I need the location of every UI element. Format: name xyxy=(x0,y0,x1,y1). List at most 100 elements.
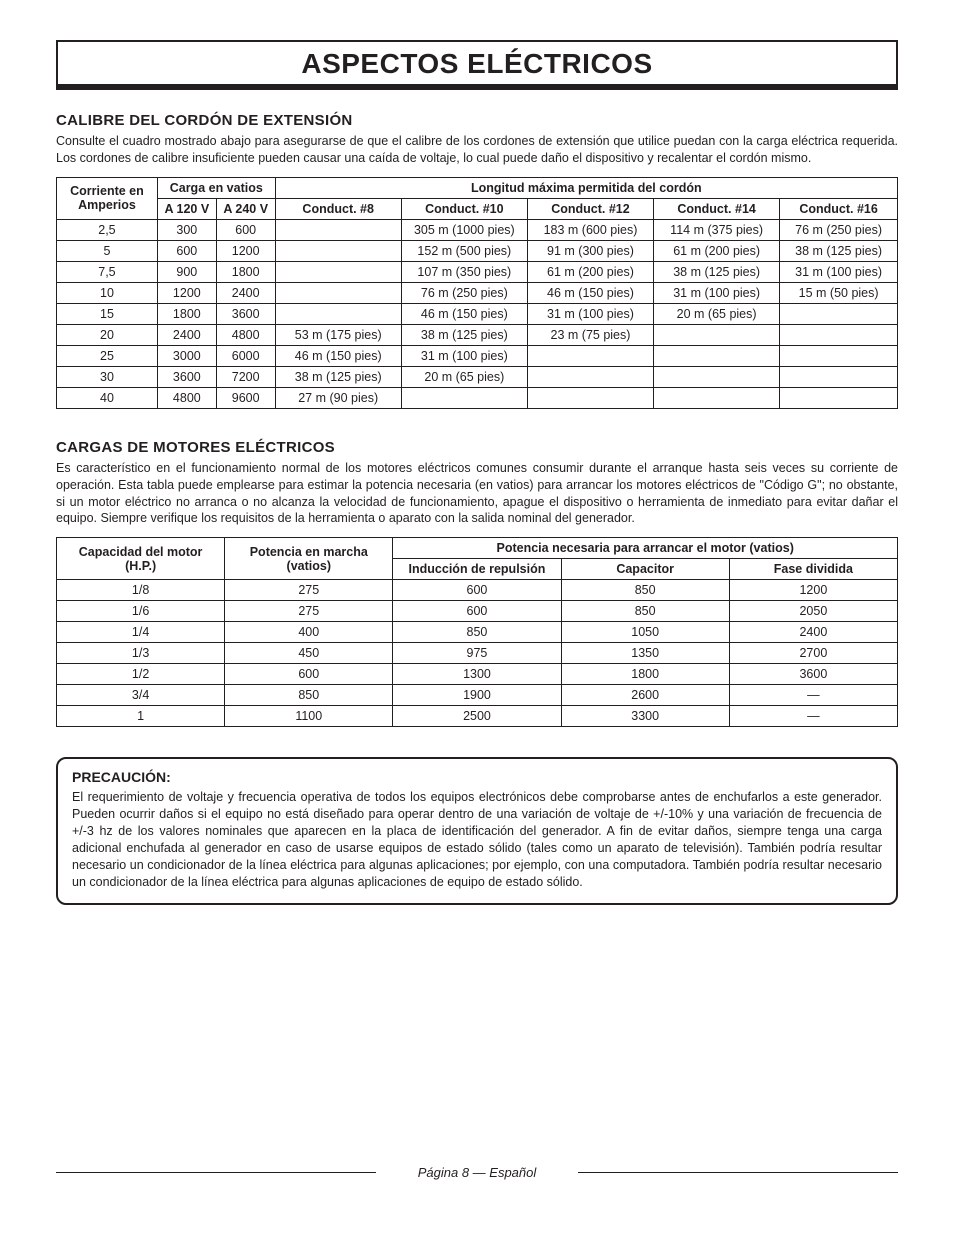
t1-cell: 7200 xyxy=(216,366,275,387)
table-row: 1110025003300— xyxy=(57,706,898,727)
table-row: 1/440085010502400 xyxy=(57,622,898,643)
t2-cell: 1350 xyxy=(561,643,729,664)
t1-cell: 15 xyxy=(57,303,158,324)
t2-cell: 1300 xyxy=(393,664,561,685)
t2-cell: 275 xyxy=(225,601,393,622)
t2-head-hp: Capacidad del motor(H.P.) xyxy=(57,538,225,580)
t2-cell: 850 xyxy=(561,580,729,601)
t2-cell: 1050 xyxy=(561,622,729,643)
t2-cell: — xyxy=(729,706,897,727)
t1-subhead-3: Conduct. #10 xyxy=(401,198,527,219)
t2-cell: 3300 xyxy=(561,706,729,727)
t1-subhead-5: Conduct. #14 xyxy=(654,198,780,219)
t1-cell: 20 xyxy=(57,324,158,345)
cord-gauge-table: Corriente enAmperiosCarga en vatiosLongi… xyxy=(56,177,898,409)
t1-cell: 31 m (100 pies) xyxy=(780,261,898,282)
t1-cell xyxy=(275,282,401,303)
t1-cell: 40 xyxy=(57,387,158,408)
t1-cell: 53 m (175 pies) xyxy=(275,324,401,345)
t1-cell: 7,5 xyxy=(57,261,158,282)
section1-paragraph: Consulte el cuadro mostrado abajo para a… xyxy=(56,133,898,167)
t1-cell: 10 xyxy=(57,282,158,303)
t1-cell: 76 m (250 pies) xyxy=(401,282,527,303)
t2-subhead-0: Inducción de repulsión xyxy=(393,559,561,580)
t1-cell xyxy=(275,261,401,282)
table-row: 1/2600130018003600 xyxy=(57,664,898,685)
t1-cell: 76 m (250 pies) xyxy=(780,219,898,240)
t2-cell: 1/4 xyxy=(57,622,225,643)
table-row: 56001200152 m (500 pies)91 m (300 pies)6… xyxy=(57,240,898,261)
t2-cell: 1/3 xyxy=(57,643,225,664)
t1-subhead-0: A 120 V xyxy=(157,198,216,219)
t1-cell: 9600 xyxy=(216,387,275,408)
t1-cell xyxy=(654,366,780,387)
t1-cell: 27 m (90 pies) xyxy=(275,387,401,408)
t2-cell: 1900 xyxy=(393,685,561,706)
t2-cell: 2600 xyxy=(561,685,729,706)
motor-load-table: Capacidad del motor(H.P.)Potencia en mar… xyxy=(56,537,898,727)
t2-cell: 600 xyxy=(393,601,561,622)
t1-cell xyxy=(654,324,780,345)
t1-head-watts: Carga en vatios xyxy=(157,177,275,198)
footer-text: Página 8 — Español xyxy=(418,1165,537,1180)
t2-subhead-1: Capacitor xyxy=(561,559,729,580)
table-row: 101200240076 m (250 pies)46 m (150 pies)… xyxy=(57,282,898,303)
t1-cell: 31 m (100 pies) xyxy=(654,282,780,303)
t1-cell xyxy=(275,240,401,261)
t2-head-start: Potencia necesaria para arrancar el moto… xyxy=(393,538,898,559)
t1-cell: 61 m (200 pies) xyxy=(654,240,780,261)
t1-cell xyxy=(780,303,898,324)
t1-cell: 183 m (600 pies) xyxy=(527,219,653,240)
t1-cell: 23 m (75 pies) xyxy=(527,324,653,345)
t1-cell: 46 m (150 pies) xyxy=(401,303,527,324)
table-row: 1/62756008502050 xyxy=(57,601,898,622)
t2-cell: 3600 xyxy=(729,664,897,685)
table-row: 3/485019002600— xyxy=(57,685,898,706)
t2-cell: 850 xyxy=(561,601,729,622)
t1-cell: 38 m (125 pies) xyxy=(401,324,527,345)
page-title: ASPECTOS ELÉCTRICOS xyxy=(58,48,896,80)
t1-cell: 1800 xyxy=(157,303,216,324)
t2-cell: 975 xyxy=(393,643,561,664)
table-row: 151800360046 m (150 pies)31 m (100 pies)… xyxy=(57,303,898,324)
t2-cell: 2050 xyxy=(729,601,897,622)
t1-cell: 6000 xyxy=(216,345,275,366)
t1-cell: 600 xyxy=(216,219,275,240)
t1-head-amps: Corriente enAmperios xyxy=(57,177,158,219)
t1-cell: 900 xyxy=(157,261,216,282)
t1-cell: 114 m (375 pies) xyxy=(654,219,780,240)
table-row: 2,5300600305 m (1000 pies)183 m (600 pie… xyxy=(57,219,898,240)
t1-cell: 3600 xyxy=(157,366,216,387)
t2-cell: 3/4 xyxy=(57,685,225,706)
t1-subhead-1: A 240 V xyxy=(216,198,275,219)
t2-cell: 1 xyxy=(57,706,225,727)
t2-cell: 1800 xyxy=(561,664,729,685)
t1-cell: 1800 xyxy=(216,261,275,282)
t1-cell: 3000 xyxy=(157,345,216,366)
t2-cell: 1/6 xyxy=(57,601,225,622)
page-footer: Página 8 — Español xyxy=(56,1165,898,1180)
t1-head-length: Longitud máxima permitida del cordón xyxy=(275,177,897,198)
t1-cell: 61 m (200 pies) xyxy=(527,261,653,282)
t1-cell xyxy=(527,366,653,387)
section1-heading: CALIBRE DEL CORDÓN DE EXTENSIÓN xyxy=(56,112,898,129)
section2-heading: CARGAS DE MOTORES ELÉCTRICOS xyxy=(56,439,898,456)
t2-cell: 2700 xyxy=(729,643,897,664)
t2-cell: 600 xyxy=(225,664,393,685)
t1-cell xyxy=(654,387,780,408)
t1-cell: 31 m (100 pies) xyxy=(527,303,653,324)
t1-cell xyxy=(780,366,898,387)
t1-cell: 38 m (125 pies) xyxy=(654,261,780,282)
t1-cell: 4800 xyxy=(216,324,275,345)
caution-paragraph: El requerimiento de voltaje y frecuencia… xyxy=(72,789,882,890)
t2-cell: 2400 xyxy=(729,622,897,643)
t1-cell: 30 xyxy=(57,366,158,387)
t1-cell: 20 m (65 pies) xyxy=(654,303,780,324)
t1-cell: 305 m (1000 pies) xyxy=(401,219,527,240)
t1-cell: 1200 xyxy=(157,282,216,303)
table-row: 202400480053 m (175 pies)38 m (125 pies)… xyxy=(57,324,898,345)
t1-cell: 1200 xyxy=(216,240,275,261)
t1-cell xyxy=(780,387,898,408)
t1-cell: 20 m (65 pies) xyxy=(401,366,527,387)
t2-cell: 400 xyxy=(225,622,393,643)
